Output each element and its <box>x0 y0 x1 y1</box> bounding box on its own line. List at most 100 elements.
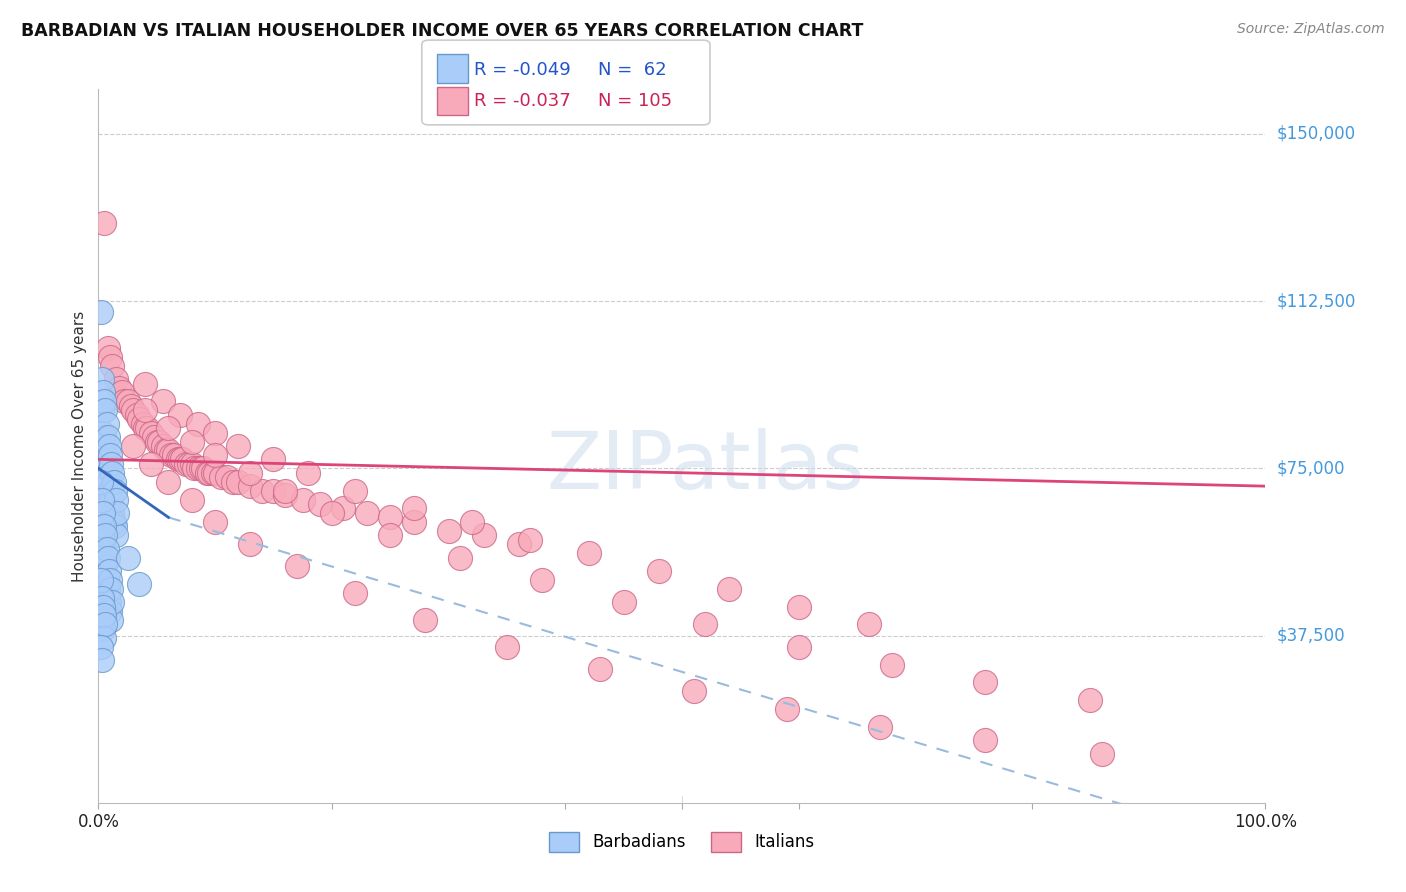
Point <box>97 595 120 609</box>
Point <box>193 461 215 475</box>
Point <box>97 439 120 453</box>
Point <box>180 434 202 449</box>
Point <box>180 457 202 471</box>
Point <box>291 492 314 507</box>
Point <box>321 506 343 520</box>
Point <box>496 640 519 654</box>
Point <box>695 617 717 632</box>
Point <box>90 573 112 587</box>
Point <box>98 350 121 364</box>
Point <box>508 537 530 551</box>
Point <box>97 550 120 565</box>
Point <box>128 412 150 426</box>
Point <box>152 439 174 453</box>
Point <box>332 501 354 516</box>
Point <box>104 528 127 542</box>
Point <box>472 528 495 542</box>
Point <box>100 492 122 507</box>
Text: N =  62: N = 62 <box>598 61 666 78</box>
Point <box>97 341 120 355</box>
Point <box>96 541 118 556</box>
Text: BARBADIAN VS ITALIAN HOUSEHOLDER INCOME OVER 65 YEARS CORRELATION CHART: BARBADIAN VS ITALIAN HOUSEHOLDER INCOME … <box>21 22 863 40</box>
Point <box>344 483 367 498</box>
Text: $37,500: $37,500 <box>1277 626 1346 645</box>
Point <box>239 537 262 551</box>
Point <box>221 475 243 489</box>
Point <box>93 546 115 560</box>
Point <box>858 617 880 632</box>
Point <box>111 385 134 400</box>
Point <box>204 466 226 480</box>
Point <box>647 564 669 578</box>
Point <box>90 653 112 667</box>
Point <box>101 595 124 609</box>
Point <box>179 457 201 471</box>
Point <box>134 403 156 417</box>
Point <box>274 488 297 502</box>
Point <box>157 443 180 458</box>
Point <box>869 720 891 734</box>
Text: R = -0.037: R = -0.037 <box>474 92 571 110</box>
Point <box>90 439 112 453</box>
Point <box>195 466 218 480</box>
Point <box>100 457 122 471</box>
Point <box>104 483 127 498</box>
Point <box>148 434 170 449</box>
Point <box>120 399 142 413</box>
Point <box>172 452 194 467</box>
Point <box>143 430 166 444</box>
Text: ZIPatlas: ZIPatlas <box>546 428 865 507</box>
Point <box>157 475 180 489</box>
Point <box>169 408 191 422</box>
Point <box>98 573 121 587</box>
Point <box>262 452 284 467</box>
Point <box>787 640 810 654</box>
Point <box>204 425 226 440</box>
Point <box>578 546 600 560</box>
Point <box>146 434 169 449</box>
Point <box>402 515 425 529</box>
Point <box>274 483 297 498</box>
Point <box>228 439 250 453</box>
Point <box>309 497 332 511</box>
Point <box>128 577 150 591</box>
Point <box>974 675 997 690</box>
Point <box>163 448 186 462</box>
Point <box>717 582 740 596</box>
Point <box>380 528 402 542</box>
Point <box>97 582 120 596</box>
Point <box>91 425 114 440</box>
Point <box>93 631 115 645</box>
Point <box>94 528 117 542</box>
Point <box>461 515 484 529</box>
Point <box>98 483 121 498</box>
Point <box>682 684 704 698</box>
Point <box>103 475 125 489</box>
Point <box>228 475 250 489</box>
Point <box>132 417 155 431</box>
Point <box>97 470 120 484</box>
Point <box>94 448 117 462</box>
Point <box>94 617 117 632</box>
Point <box>100 613 122 627</box>
Point <box>134 376 156 391</box>
Point <box>90 591 112 605</box>
Point <box>101 359 124 373</box>
Point <box>402 501 425 516</box>
Point <box>201 466 224 480</box>
Point <box>519 533 541 547</box>
Point <box>297 466 319 480</box>
Point <box>413 613 436 627</box>
Text: N = 105: N = 105 <box>598 92 672 110</box>
Point <box>90 613 112 627</box>
Legend: Barbadians, Italians: Barbadians, Italians <box>543 825 821 859</box>
Point <box>787 599 810 614</box>
Point <box>589 662 612 676</box>
Point <box>104 492 127 507</box>
Point <box>530 573 553 587</box>
Point <box>112 394 135 409</box>
Point <box>93 394 115 409</box>
Point <box>136 421 159 435</box>
Point <box>1080 693 1102 707</box>
Point <box>96 417 118 431</box>
